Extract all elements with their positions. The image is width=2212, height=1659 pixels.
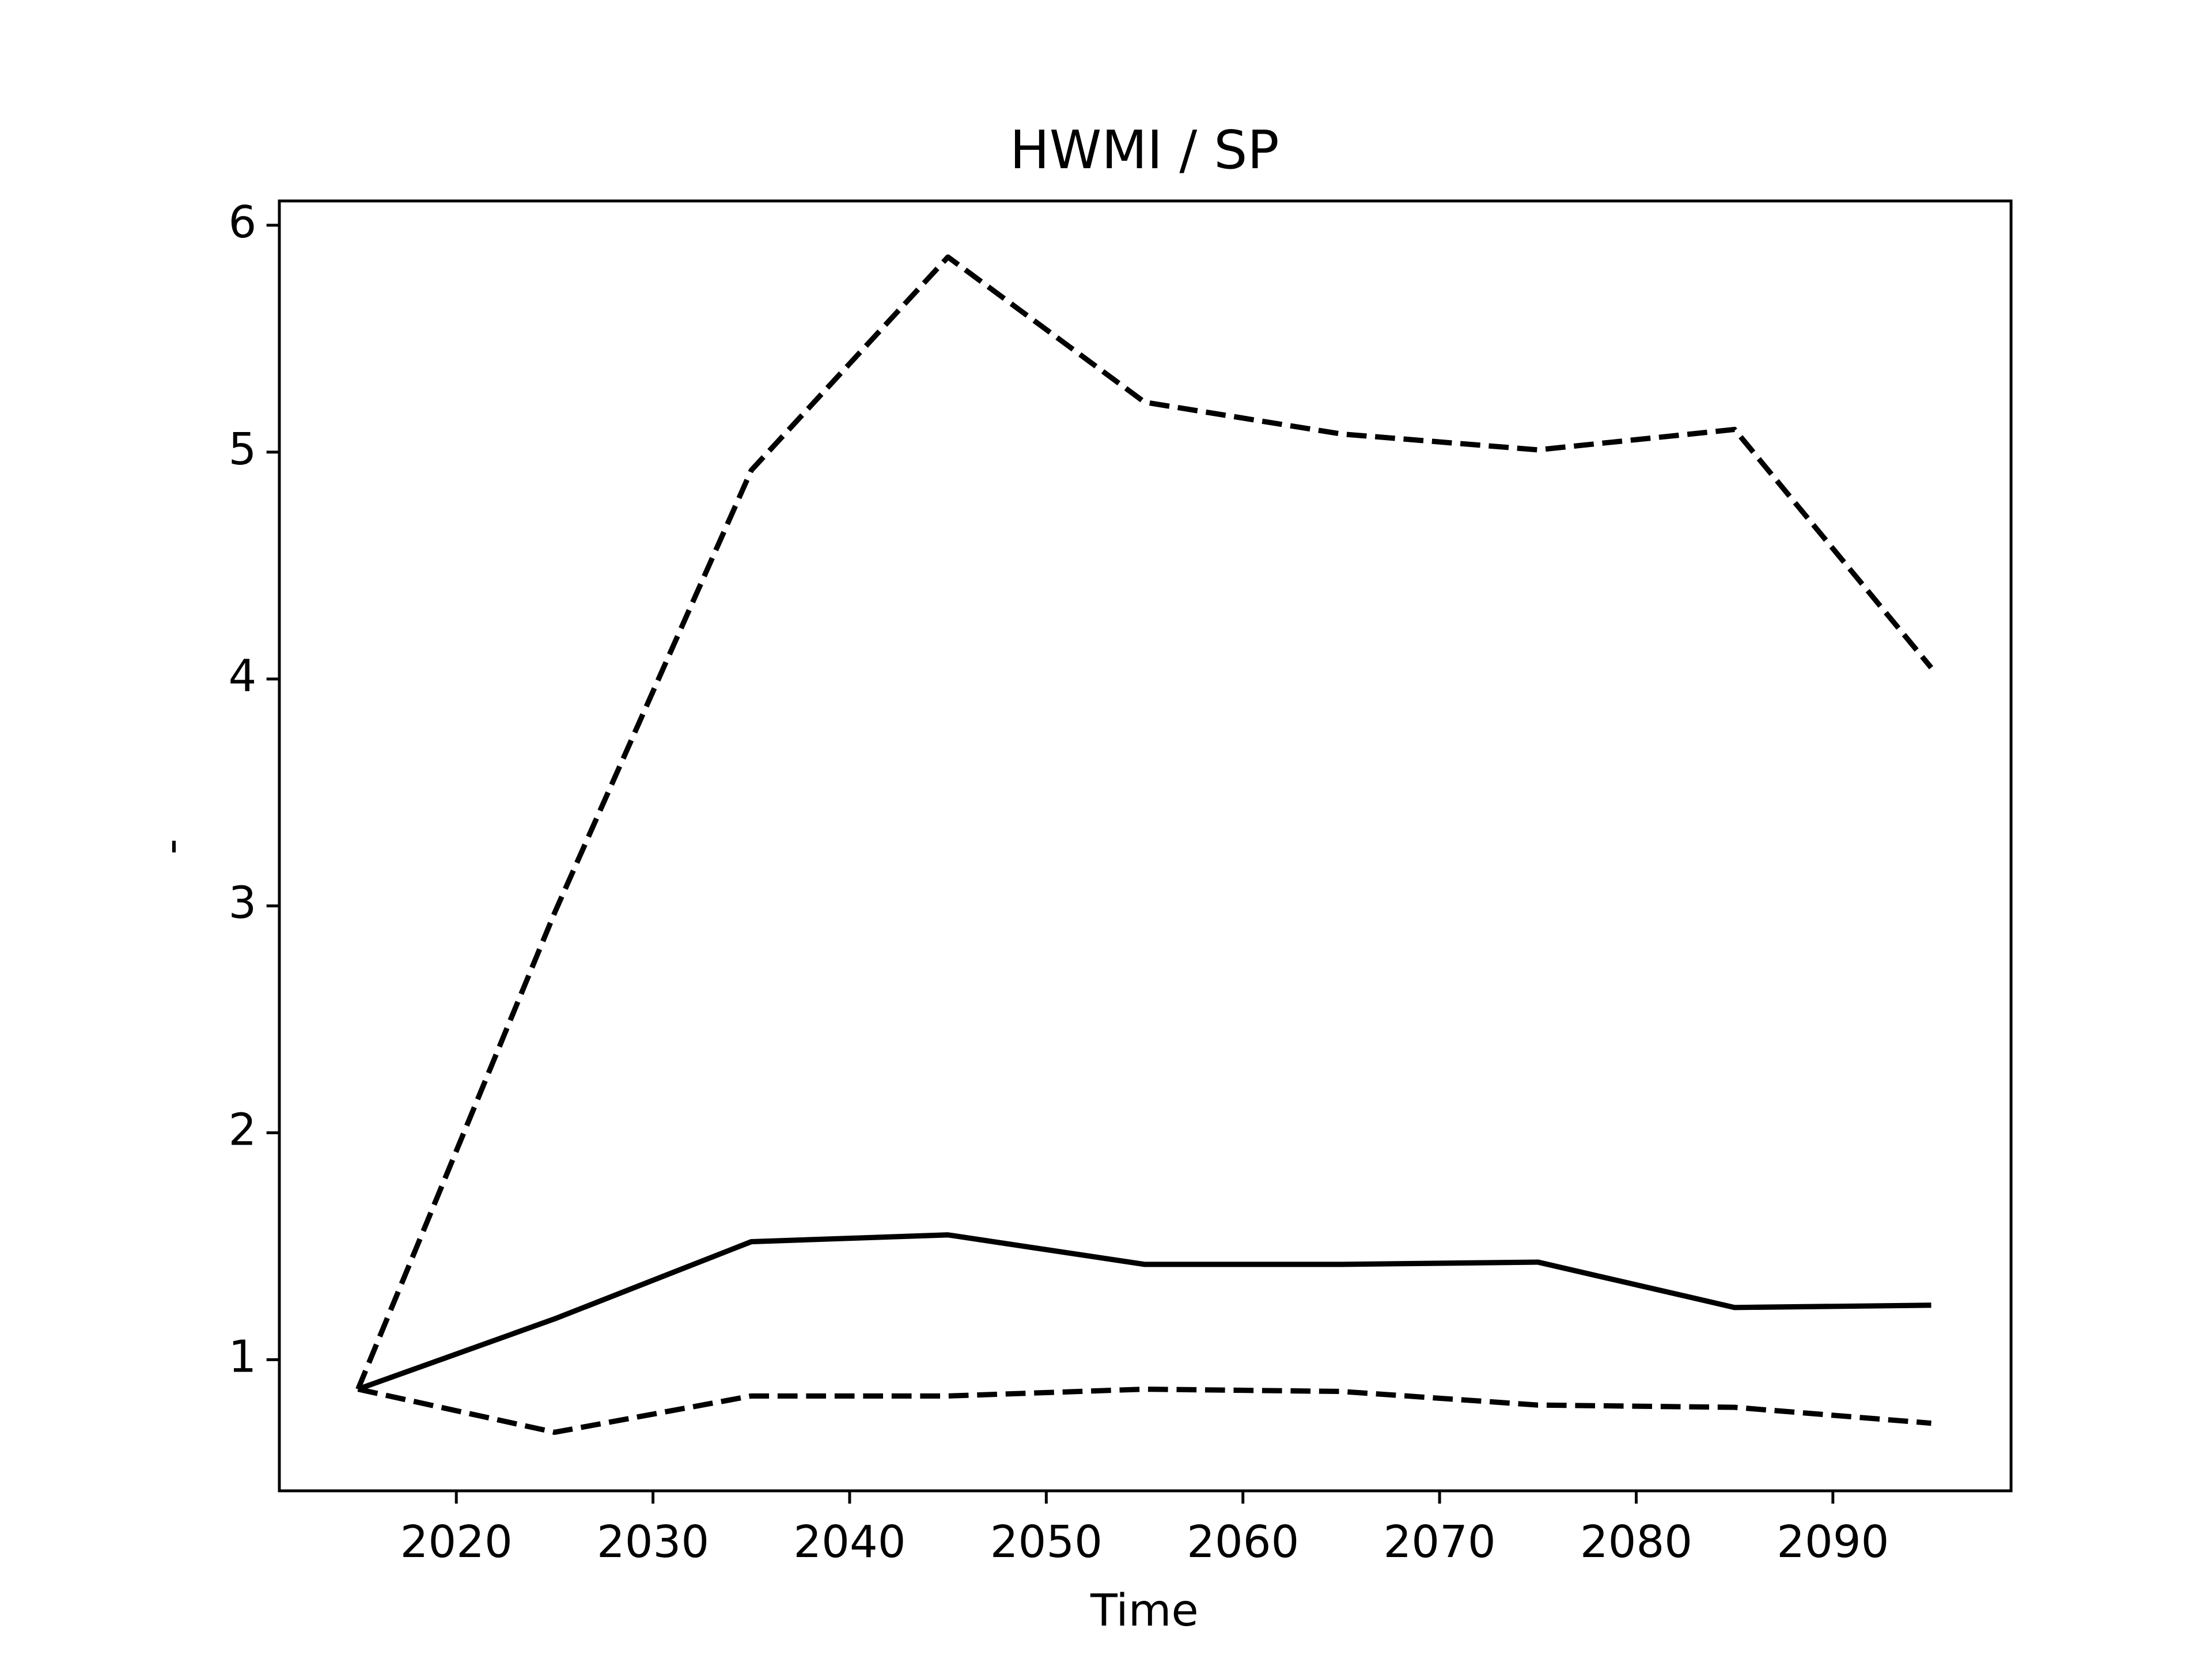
x-tick-label: 2040 xyxy=(793,1517,906,1568)
y-tick-label: 4 xyxy=(229,651,257,702)
y-tick-label: 6 xyxy=(229,197,257,248)
series-line xyxy=(357,1387,1931,1435)
series-line xyxy=(355,254,1934,1391)
x-axis-label: Time xyxy=(1090,1585,1199,1637)
x-tick-label: 2060 xyxy=(1187,1517,1299,1568)
plot-frame xyxy=(278,199,2013,1493)
chart-title: HWMI / SP xyxy=(1010,119,1279,181)
y-tick-label: 1 xyxy=(229,1331,257,1382)
y-tick-label: 5 xyxy=(229,424,257,475)
x-tick-label: 2070 xyxy=(1384,1517,1496,1568)
series-line xyxy=(357,1232,1931,1392)
x-tick-label: 2030 xyxy=(597,1517,709,1568)
x-tick-label: 2090 xyxy=(1777,1517,1889,1568)
y-tick-label: 2 xyxy=(229,1104,257,1156)
y-tick-label: 3 xyxy=(229,878,257,929)
x-tick-label: 2050 xyxy=(990,1517,1103,1568)
y-axis-label: - xyxy=(146,839,197,855)
x-tick-label: 2080 xyxy=(1580,1517,1692,1568)
x-tick-label: 2020 xyxy=(400,1517,513,1568)
